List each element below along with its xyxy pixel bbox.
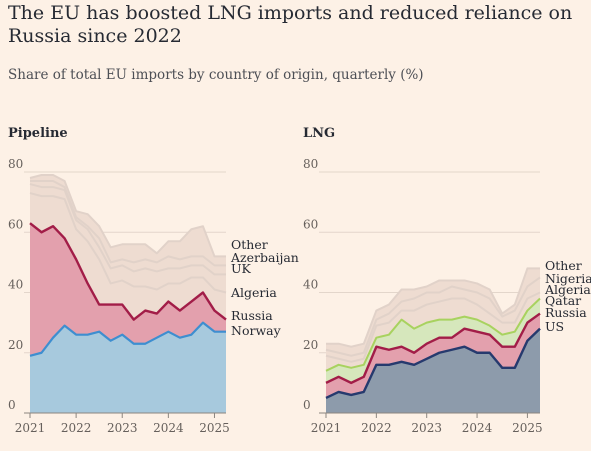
lng-area-other — [326, 268, 540, 356]
lng-panel-title: LNG — [303, 126, 335, 141]
pipeline-y-tick-label: 60 — [8, 217, 23, 231]
pipeline-area-uk — [30, 184, 226, 293]
lng-line-qatar — [325, 297, 541, 372]
pipeline-area-azerbaijan — [30, 181, 226, 275]
pipeline-label-uk: UK — [231, 261, 252, 276]
pipeline-y-tick-label: 40 — [8, 278, 23, 292]
pipeline-line-algeria — [29, 192, 227, 294]
pipeline-area-russia — [30, 223, 226, 356]
lng-y-ticks: 0 20 40 60 80 — [303, 157, 318, 412]
lng-line-other — [326, 267, 540, 348]
lng-y-tick-label: 40 — [303, 278, 318, 292]
pipeline-y-tick-label: 0 — [8, 398, 16, 412]
pipeline-x-tick-label: 2025 — [199, 421, 230, 435]
lng-area-nigeria — [326, 277, 540, 362]
pipeline-label-algeria: Algeria — [230, 285, 277, 300]
pipeline-panel-title: Pipeline — [8, 126, 68, 141]
pipeline-x-tick-label: 2024 — [153, 421, 184, 435]
pipeline-y-tick-label: 20 — [8, 338, 23, 352]
pipeline-area-norway — [30, 322, 226, 413]
lng-x-tick-label: 2022 — [361, 421, 392, 435]
lng-y-tick-label: 20 — [303, 338, 318, 352]
lng-label-nigeria: Nigeria — [545, 271, 591, 286]
lng-label-algeria: Algeria — [544, 282, 591, 297]
pipeline-label-azerbaijan: Azerbaijan — [230, 250, 299, 265]
lng-y-tick-label: 60 — [303, 217, 318, 231]
lng-x-tick-label: 2021 — [311, 421, 342, 435]
lng-x-tick-label: 2025 — [512, 421, 543, 435]
pipeline-x-tick-label: 2022 — [61, 421, 92, 435]
lng-lines — [319, 267, 541, 414]
lng-label-russia: Russia — [545, 305, 587, 320]
pipeline-areas — [30, 175, 226, 413]
lng-line-russia — [325, 312, 541, 385]
lng-line-algeria — [325, 291, 541, 363]
pipeline-y-tick-label: 80 — [8, 157, 23, 171]
pipeline-line-norway — [29, 321, 226, 357]
pipeline-y-ticks: 0 20 40 60 80 — [8, 157, 23, 412]
pipeline-x-tick-label: 2021 — [15, 421, 46, 435]
lng-x-tick-label: 2024 — [462, 421, 493, 435]
pipeline-line-azerbaijan — [30, 180, 226, 267]
pipeline-lines — [24, 174, 227, 414]
pipeline-line-other — [29, 174, 226, 258]
lng-y-tick-label: 0 — [303, 398, 311, 412]
pipeline-x-tick-label: 2023 — [107, 421, 138, 435]
pipeline-area-other — [30, 175, 226, 266]
lng-line-nigeria — [325, 276, 541, 357]
chart-title: The EU has boosted LNG imports and reduc… — [8, 2, 573, 47]
lng-label-other: Other — [545, 258, 582, 273]
lng-area-us — [326, 328, 540, 413]
lng-panel: LNG 0 20 40 60 80 2021 2022 2023 2024 2025 USRus… — [303, 126, 591, 435]
lng-label-us: US — [545, 319, 564, 334]
pipeline-area-algeria — [30, 193, 226, 320]
pipeline-x-ticks: 2021 2022 2023 2024 2025 — [15, 413, 230, 435]
chart-subtitle: Share of total EU imports by country of … — [8, 67, 424, 83]
lng-x-ticks: 2021 2022 2023 2024 2025 — [311, 413, 543, 435]
pipeline-line-russia — [29, 222, 227, 321]
pipeline-label-russia: Russia — [231, 308, 273, 323]
lng-y-tick-label: 80 — [303, 157, 318, 171]
pipeline-label-norway: Norway — [231, 323, 282, 338]
pipeline-line-uk — [29, 183, 226, 276]
pipeline-label-other: Other — [231, 237, 268, 252]
lng-x-tick-label: 2023 — [411, 421, 442, 435]
lng-label-qatar: Qatar — [545, 293, 581, 308]
lng-line-us — [325, 327, 541, 400]
